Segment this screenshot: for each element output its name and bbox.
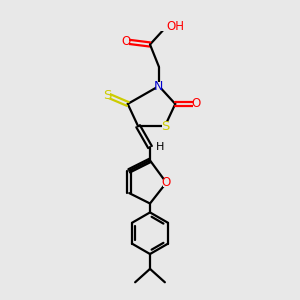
Text: OH: OH	[166, 20, 184, 33]
Bar	[162, 122, 168, 130]
Text: O: O	[162, 176, 171, 189]
Bar	[103, 91, 110, 99]
Text: O: O	[122, 35, 131, 48]
Bar	[193, 100, 199, 108]
Text: S: S	[103, 88, 111, 101]
Text: O: O	[191, 98, 201, 110]
Text: H: H	[156, 142, 165, 152]
Bar	[163, 178, 170, 187]
Bar	[157, 144, 164, 150]
Bar	[123, 38, 130, 46]
Text: S: S	[161, 120, 169, 133]
Bar	[161, 22, 172, 31]
Text: N: N	[154, 80, 164, 93]
Bar	[156, 82, 162, 90]
